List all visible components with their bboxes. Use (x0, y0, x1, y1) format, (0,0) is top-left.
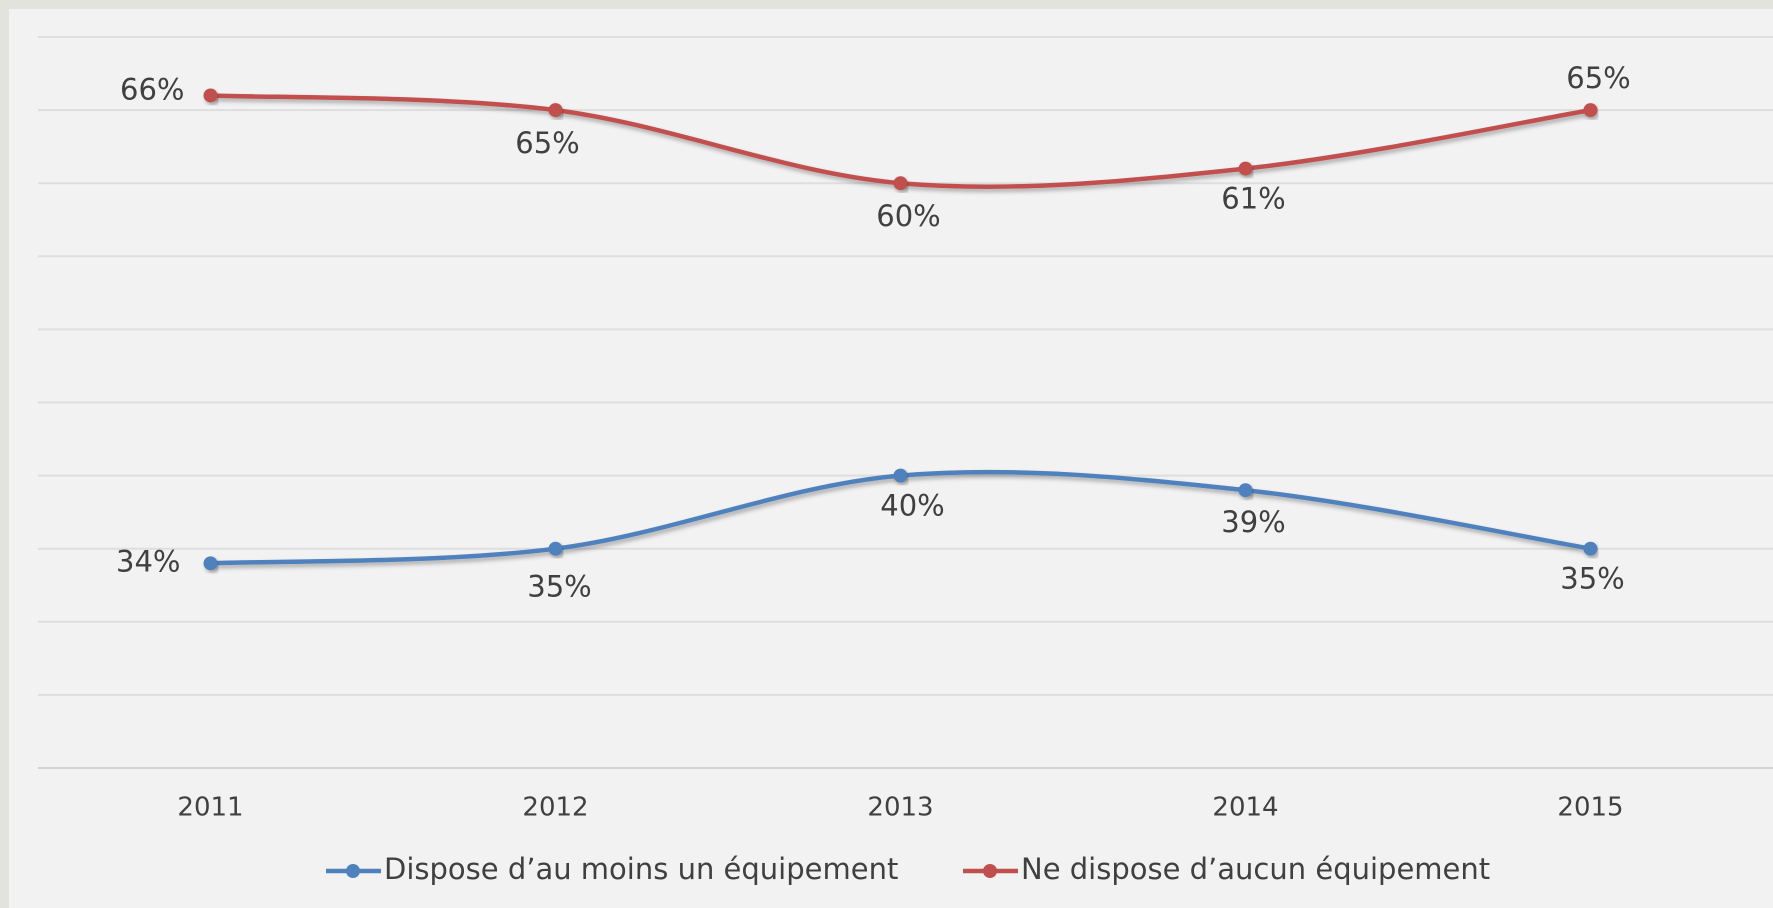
data-label: 35% (1560, 562, 1624, 596)
data-label: 35% (527, 570, 591, 604)
data-point (1238, 483, 1253, 498)
x-tick-label: 2012 (522, 793, 588, 823)
data-point (893, 468, 908, 483)
legend-marker (983, 864, 997, 878)
legend-marker (346, 864, 360, 878)
data-point (203, 88, 218, 103)
legend-label: Dispose d’au moins un équipement (384, 852, 898, 886)
plot-background (9, 9, 1773, 908)
data-point (1583, 541, 1598, 556)
data-label: 66% (120, 72, 184, 106)
data-label: 65% (1566, 61, 1630, 95)
legend-item: Dispose d’au moins un équipement (326, 852, 898, 886)
data-point (1583, 103, 1598, 118)
data-point (203, 556, 218, 571)
legend-label: Ne dispose d’aucun équipement (1021, 852, 1490, 886)
data-label: 40% (880, 489, 944, 523)
data-label: 61% (1221, 182, 1285, 216)
data-label: 39% (1221, 505, 1285, 539)
data-label: 60% (876, 199, 940, 233)
data-point (1238, 161, 1253, 176)
x-tick-label: 2011 (177, 793, 243, 823)
x-tick-label: 2015 (1557, 793, 1623, 823)
data-label: 65% (515, 126, 579, 160)
data-point (548, 541, 563, 556)
x-tick-label: 2014 (1212, 793, 1278, 823)
x-tick-label: 2013 (867, 793, 933, 823)
data-point (893, 176, 908, 191)
legend-item: Ne dispose d’aucun équipement (963, 852, 1490, 886)
data-label: 34% (116, 544, 180, 578)
data-point (548, 103, 563, 118)
